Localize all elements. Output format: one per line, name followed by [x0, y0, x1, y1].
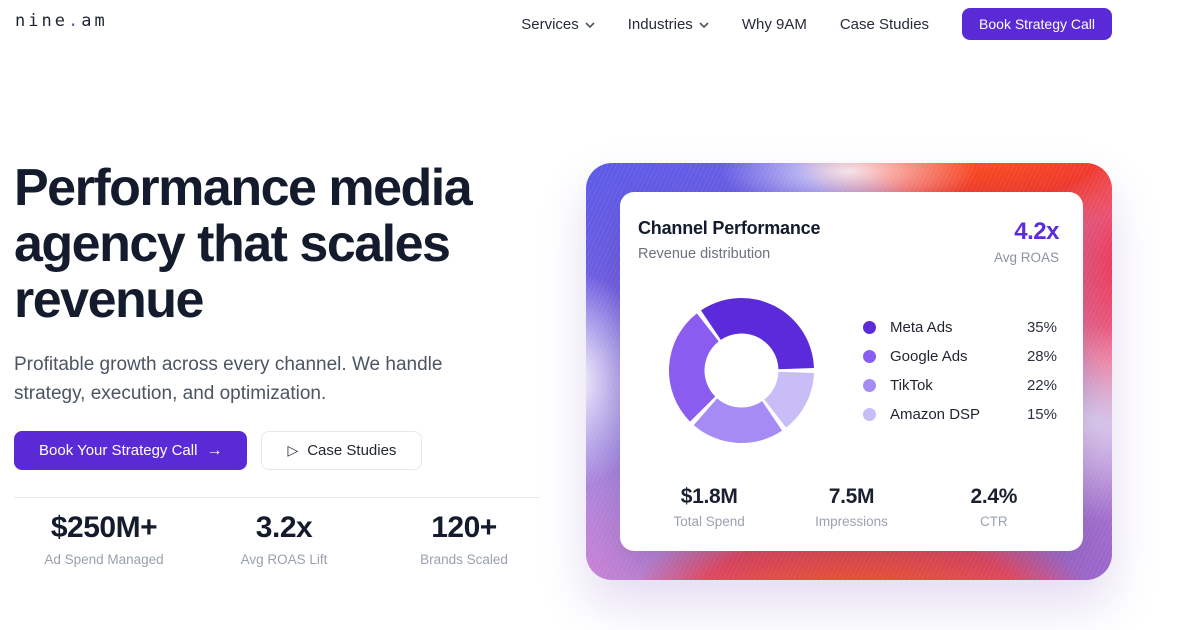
stat-value: 3.2x — [255, 511, 313, 544]
hero-cta-row: Book Your Strategy Call → ▷ Case Studies — [14, 431, 544, 470]
donut-segment-meta-ads — [700, 297, 814, 370]
legend-value: 35% — [1026, 318, 1057, 336]
legend-item-tiktok: TikTok 22% — [863, 376, 1057, 394]
stat-label: Ad Spend Managed — [44, 552, 164, 567]
book-strategy-call-nav-button[interactable]: Book Strategy Call — [962, 8, 1112, 40]
dashboard-stats: $1.8M Total Spend 7.5M Impressions 2.4% … — [638, 485, 1065, 529]
legend-label: Google Ads — [890, 347, 968, 365]
legend-label: TikTok — [890, 376, 933, 394]
dash-stat-label: CTR — [979, 514, 1008, 529]
donut-segment-tiktok — [693, 398, 783, 444]
hero-title-line: agency that scales — [14, 215, 451, 273]
stat-label: Brands Scaled — [420, 552, 508, 567]
dash-stat-impressions: 7.5M Impressions — [780, 485, 922, 529]
legend-dot — [863, 349, 876, 363]
top-nav: nine.am Services Industries Why 9AM Case… — [0, 0, 1200, 48]
legend-dot — [863, 320, 876, 334]
nav-label-why-9am: Why 9AM — [741, 15, 807, 33]
nav-links: Services Industries Why 9AM Case Studies… — [521, 0, 1112, 48]
donut-segment-google-ads — [668, 313, 719, 422]
card-subtitle: Revenue distribution — [638, 246, 771, 262]
legend-label: Meta Ads — [890, 318, 953, 336]
hero-stats: $250M+ Ad Spend Managed 3.2x Avg ROAS Li… — [14, 511, 554, 567]
legend-dot — [863, 378, 876, 392]
case-studies-button[interactable]: ▷ Case Studies — [261, 431, 423, 470]
channel-performance-card: Channel Performance Revenue distribution… — [620, 192, 1083, 551]
logo-text: nine — [15, 11, 68, 31]
nav-label-case-studies: Case Studies — [839, 15, 930, 33]
legend-item-amazon-dsp: Amazon DSP 15% — [863, 405, 1057, 423]
legend-item-meta-ads: Meta Ads 35% — [863, 318, 1057, 336]
stat-brands-scaled: 120+ Brands Scaled — [374, 511, 554, 567]
arrow-right-icon: → — [206, 441, 223, 459]
stat-value: $250M+ — [50, 511, 158, 544]
stat-label: Avg ROAS Lift — [240, 552, 328, 567]
secondary-cta-label: Case Studies — [307, 442, 397, 459]
legend-label: Amazon DSP — [890, 405, 981, 423]
dashboard-gradient-panel: Channel Performance Revenue distribution… — [586, 163, 1112, 580]
card-header: Channel Performance Revenue distribution… — [638, 218, 1060, 265]
legend-dot — [863, 407, 876, 421]
avg-roas-label: Avg ROAS — [993, 250, 1059, 265]
dash-stat-total-spend: $1.8M Total Spend — [638, 485, 780, 529]
stat-ad-spend: $250M+ Ad Spend Managed — [14, 511, 194, 567]
avg-roas-value: 4.2x — [1014, 218, 1059, 245]
nav-label-industries: Industries — [627, 15, 693, 33]
nav-item-case-studies[interactable]: Case Studies — [840, 16, 929, 33]
logo-tld: am — [81, 11, 108, 31]
hero-subtitle: Profitable growth across every channel. … — [14, 354, 443, 404]
dash-stat-value: 2.4% — [970, 485, 1018, 508]
chevron-down-icon — [699, 22, 709, 28]
hero-title: Performance media agency that scales rev… — [14, 160, 544, 328]
card-titles: Channel Performance Revenue distribution — [638, 218, 820, 262]
stats-divider — [14, 497, 540, 498]
dash-stat-ctr: 2.4% CTR — [923, 485, 1065, 529]
hero-title-line: Performance media — [14, 159, 473, 217]
logo-dot: . — [67, 11, 82, 31]
hero-section: Performance media agency that scales rev… — [14, 160, 544, 567]
avg-roas-block: 4.2x Avg ROAS — [993, 218, 1060, 265]
legend-value: 22% — [1026, 376, 1057, 394]
brand-logo[interactable]: nine.am — [15, 11, 108, 31]
primary-cta-label: Book Your Strategy Call — [39, 442, 198, 459]
play-icon: ▷ — [287, 441, 299, 458]
book-your-strategy-call-button[interactable]: Book Your Strategy Call → — [14, 431, 248, 470]
nav-item-industries[interactable]: Industries — [628, 16, 709, 33]
nav-item-why-9am[interactable]: Why 9AM — [742, 16, 807, 33]
dash-stat-value: 7.5M — [828, 485, 875, 508]
donut-segment-amazon-dsp — [764, 371, 814, 428]
dash-stat-label: Impressions — [815, 514, 888, 529]
legend-value: 15% — [1026, 405, 1057, 423]
chevron-down-icon — [585, 22, 595, 28]
card-title: Channel Performance — [638, 218, 821, 238]
donut-chart — [668, 297, 814, 444]
dash-stat-value: $1.8M — [680, 485, 738, 508]
nav-item-services[interactable]: Services — [521, 16, 595, 33]
stat-roas-lift: 3.2x Avg ROAS Lift — [194, 511, 374, 567]
dash-stat-label: Total Spend — [673, 514, 745, 529]
legend-item-google-ads: Google Ads 28% — [863, 347, 1057, 365]
hero-title-line: revenue — [14, 271, 204, 329]
legend-value: 28% — [1026, 347, 1057, 365]
nav-label-services: Services — [521, 15, 579, 33]
chart-row: Meta Ads 35% Google Ads 28% TikTok 22% — [638, 297, 1059, 444]
stat-value: 120+ — [431, 511, 497, 544]
chart-legend: Meta Ads 35% Google Ads 28% TikTok 22% — [863, 318, 1059, 423]
